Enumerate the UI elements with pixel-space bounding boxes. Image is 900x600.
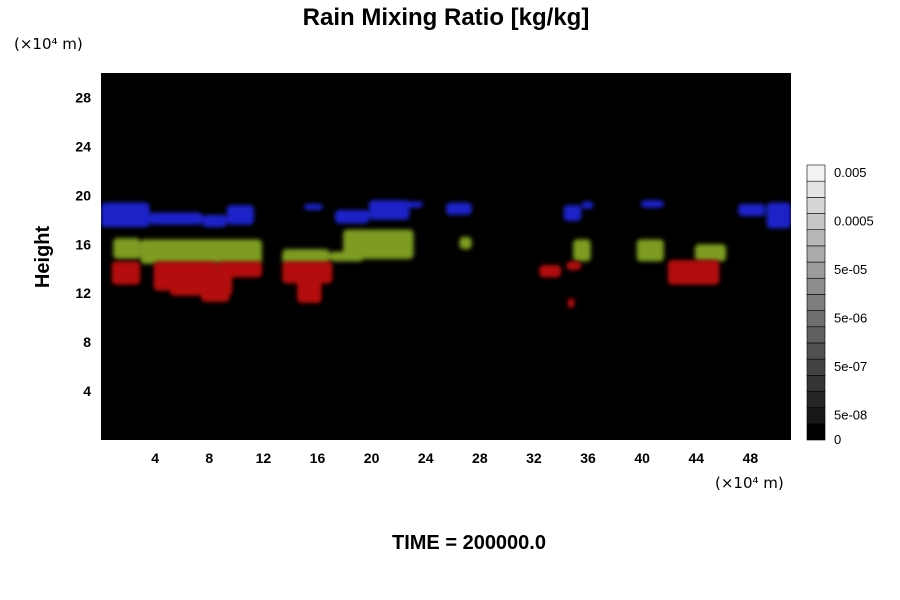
region-red-patch	[217, 261, 262, 278]
colorbar-band	[806, 310, 826, 328]
y-tick-label: 28	[75, 89, 91, 105]
x-tick-label: 40	[634, 450, 650, 466]
x-axis-unit: (×10⁴ m)	[715, 474, 784, 492]
y-tick-label: 4	[83, 383, 91, 399]
colorbar-band	[806, 407, 826, 425]
region-red-patch	[567, 298, 575, 308]
region-red-patch	[111, 261, 141, 285]
region-blue-patch	[202, 214, 227, 228]
y-tick-label: 12	[75, 285, 91, 301]
x-tick-label: 36	[580, 450, 596, 466]
x-axis: 4 8 12 16 20 24 28 32 36 40 44 48	[151, 450, 758, 466]
x-tick-label: 4	[151, 450, 159, 466]
colorbar: 0.005 0.0005 5e-05 5e-06 5e-07 5e-08 0	[806, 164, 874, 447]
colorbar-band	[806, 374, 826, 392]
region-blue-patch	[368, 200, 410, 220]
x-tick-label: 48	[743, 450, 759, 466]
colorbar-band	[806, 245, 826, 263]
y-tick-label: 24	[75, 138, 91, 154]
colorbar-band	[806, 197, 826, 214]
colorbar-band	[806, 164, 826, 182]
region-red	[111, 260, 720, 308]
region-blue-patch	[766, 202, 791, 229]
region-blue-patch	[640, 200, 664, 208]
colorbar-label: 0.0005	[834, 214, 874, 229]
rain-regions	[101, 200, 791, 308]
y-axis: 4 8 12 16 20 24 28	[75, 89, 91, 399]
region-blue-patch	[581, 201, 594, 209]
x-tick-label: 8	[205, 450, 213, 466]
region-green-patch	[140, 239, 262, 264]
colorbar-label: 5e-07	[834, 359, 867, 374]
y-axis-label: Height	[32, 226, 54, 289]
region-green-patch	[694, 244, 727, 262]
region-blue-patch	[226, 205, 254, 225]
x-tick-label: 12	[256, 450, 272, 466]
colorbar-label: 5e-05	[834, 262, 867, 277]
y-tick-label: 16	[75, 236, 91, 252]
region-green-patch	[113, 238, 141, 259]
y-tick-label: 20	[75, 187, 91, 203]
region-red-patch	[667, 260, 720, 285]
x-tick-label: 16	[310, 450, 326, 466]
colorbar-band	[806, 423, 826, 441]
colorbar-band	[806, 326, 826, 344]
colorbar-band	[806, 342, 826, 360]
time-label: TIME = 200000.0	[392, 532, 546, 554]
x-tick-label: 20	[364, 450, 380, 466]
colorbar-band	[806, 261, 826, 279]
region-red-patch	[297, 274, 322, 303]
x-tick-label: 28	[472, 450, 488, 466]
region-blue-patch	[563, 205, 582, 222]
region-green-patch	[343, 229, 414, 259]
region-blue-patch	[446, 202, 472, 215]
region-blue-patch	[303, 203, 323, 211]
colorbar-label: 5e-06	[834, 311, 867, 326]
region-red-patch	[201, 287, 230, 302]
x-tick-label: 32	[526, 450, 542, 466]
x-tick-label: 24	[418, 450, 434, 466]
y-axis-unit: (×10⁴ m)	[14, 35, 83, 53]
region-red-patch	[566, 261, 582, 270]
colorbar-band	[806, 229, 826, 247]
y-tick-label: 8	[83, 334, 91, 350]
region-blue-patch	[738, 203, 766, 217]
region-blue	[101, 200, 791, 229]
colorbar-band	[806, 294, 826, 311]
region-blue-patch	[335, 210, 369, 224]
region-blue-patch	[101, 202, 150, 228]
region-green	[113, 229, 727, 264]
region-blue-patch	[149, 212, 203, 225]
colorbar-band	[806, 391, 826, 408]
region-red-patch	[539, 265, 561, 278]
colorbar-label: 0	[834, 432, 841, 447]
chart-title: Rain Mixing Ratio [kg/kg]	[303, 4, 590, 31]
colorbar-band	[806, 277, 826, 295]
x-tick-label: 44	[689, 450, 705, 466]
colorbar-band	[806, 213, 826, 231]
colorbar-band	[806, 180, 826, 198]
colorbar-label: 5e-08	[834, 408, 867, 423]
colorbar-band	[806, 358, 826, 376]
colorbar-label: 0.005	[834, 165, 867, 180]
region-blue-patch	[405, 201, 423, 208]
region-green-patch	[573, 239, 591, 262]
region-green-patch	[459, 236, 472, 250]
region-green-patch	[636, 239, 664, 262]
region-green-patch	[282, 249, 330, 264]
